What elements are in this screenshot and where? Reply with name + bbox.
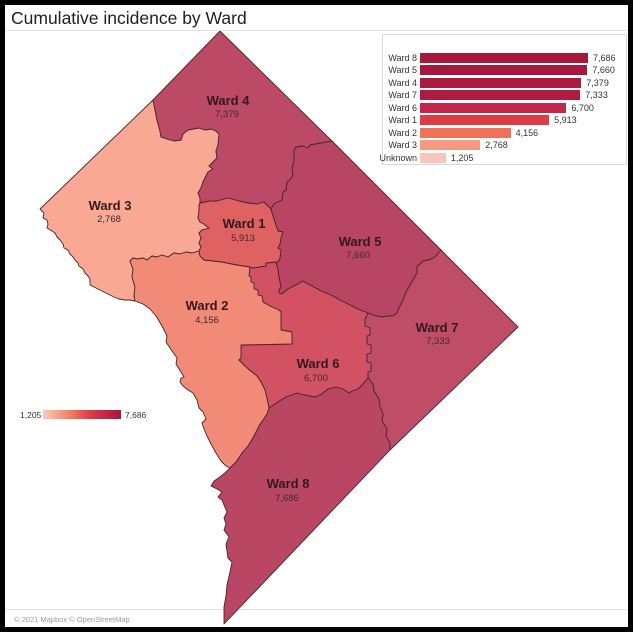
svg-text:5,913: 5,913 [231, 233, 255, 244]
svg-text:Ward 8: Ward 8 [267, 476, 310, 491]
svg-text:4,156: 4,156 [195, 315, 219, 326]
svg-text:Ward 5: Ward 5 [339, 234, 382, 249]
svg-text:6,700: 6,700 [304, 373, 328, 384]
svg-text:7,379: 7,379 [215, 109, 239, 120]
svg-text:Ward 6: Ward 6 [297, 356, 340, 371]
svg-text:Ward 3: Ward 3 [89, 198, 132, 213]
svg-text:Ward 7: Ward 7 [416, 320, 459, 335]
svg-text:7,333: 7,333 [426, 336, 450, 347]
svg-text:2,768: 2,768 [97, 214, 121, 225]
svg-text:7,660: 7,660 [346, 250, 370, 261]
svg-text:7,686: 7,686 [275, 493, 299, 504]
svg-text:Ward 4: Ward 4 [207, 93, 251, 108]
svg-text:Ward 1: Ward 1 [223, 216, 266, 231]
svg-text:Ward 2: Ward 2 [186, 298, 229, 313]
